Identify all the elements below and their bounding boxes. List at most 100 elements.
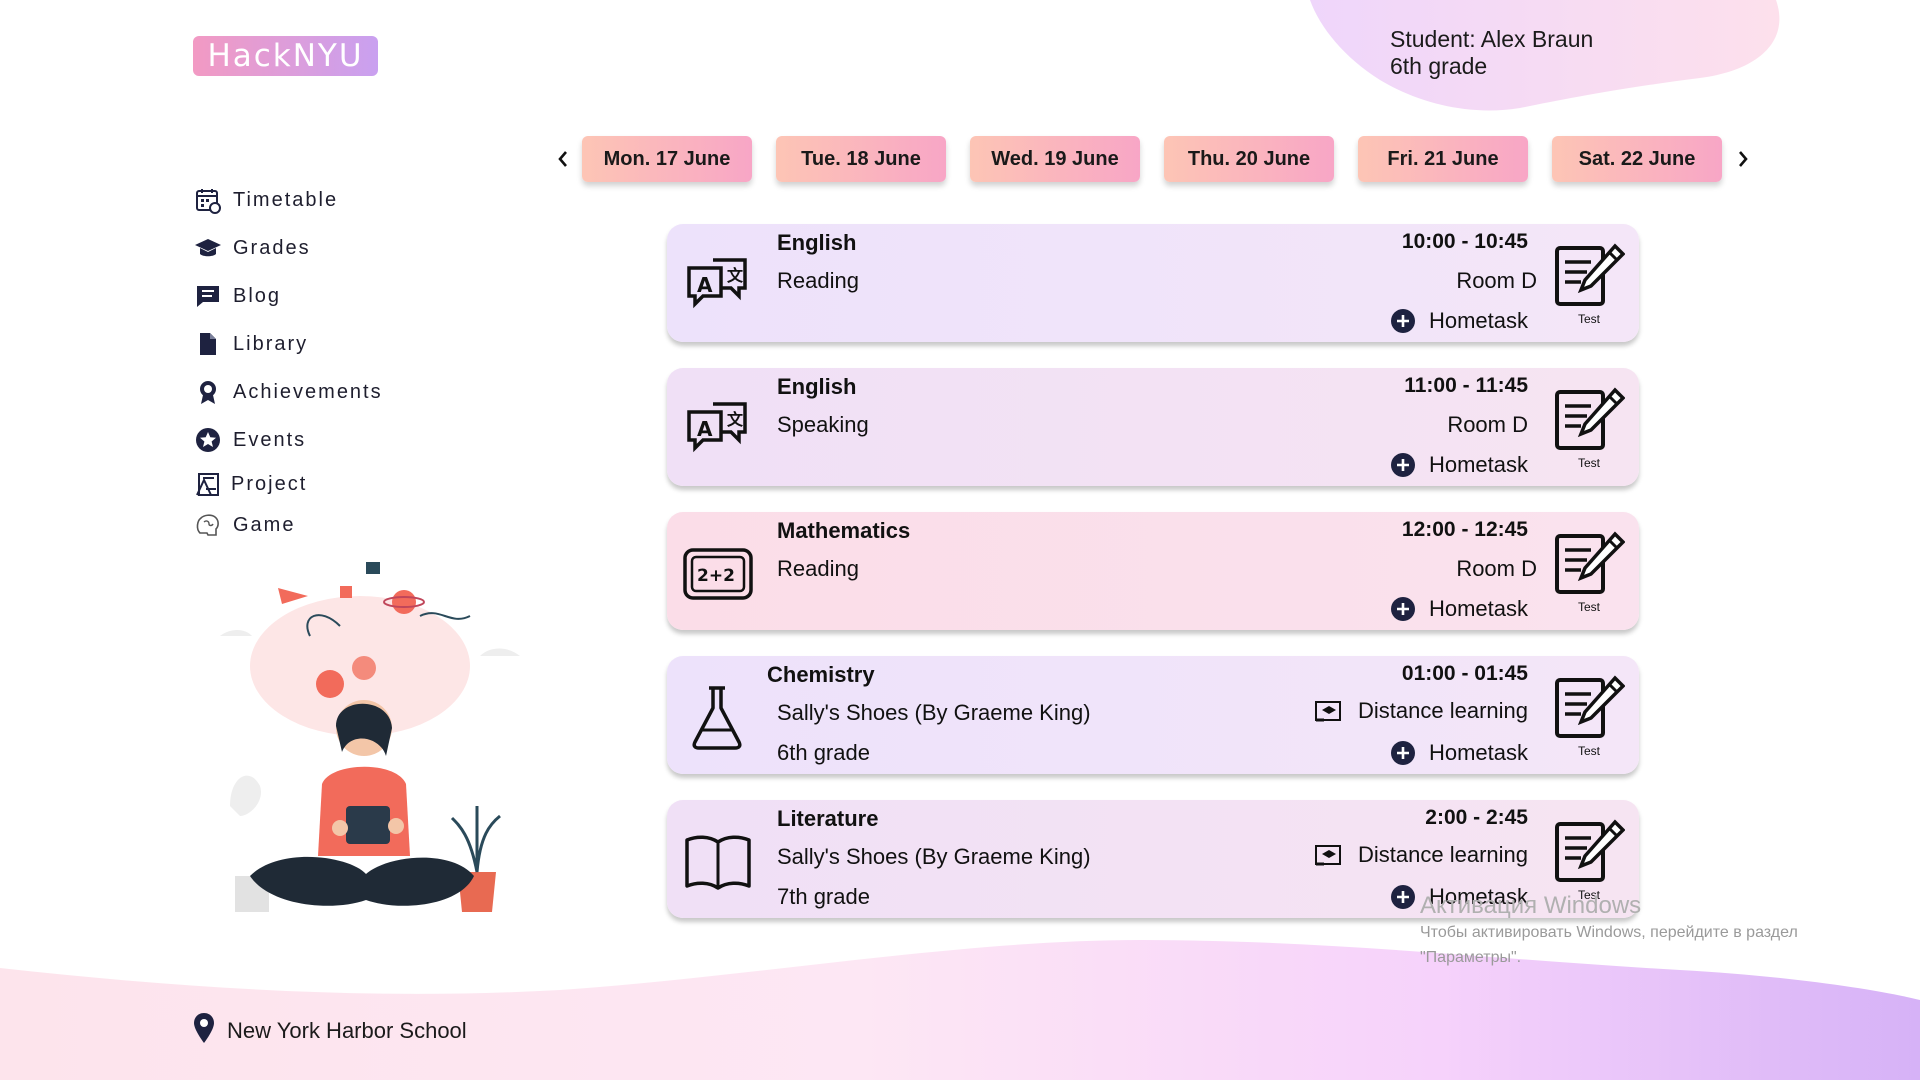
lesson-subject: English: [777, 374, 857, 399]
test-label: Test: [1577, 744, 1600, 758]
sidebar-item-label: Blog: [233, 284, 282, 307]
sidebar-item-label: Library: [233, 332, 309, 355]
lesson-card[interactable]: Chemistry Sally's Shoes (By Graeme King)…: [667, 656, 1639, 774]
chevron-left-icon[interactable]: [548, 144, 578, 174]
svg-text:2+2: 2+2: [697, 566, 735, 586]
sidebar-item-grades[interactable]: Grades: [193, 224, 383, 272]
day-tab-thu[interactable]: Thu. 20 June: [1164, 136, 1334, 182]
hometask-button[interactable]: Hometask: [1390, 596, 1528, 622]
sidebar-item-events[interactable]: Events: [193, 416, 383, 464]
sidebar-item-timetable[interactable]: Timetable: [193, 176, 383, 224]
lesson-time: 2:00 - 2:45: [1425, 806, 1528, 829]
lesson-time: 01:00 - 01:45: [1401, 662, 1528, 685]
lesson-subject: Chemistry: [767, 662, 875, 687]
day-tab-fri[interactable]: Fri. 21 June: [1358, 136, 1528, 182]
hometask-button[interactable]: Hometask: [1390, 452, 1528, 478]
svg-text:文: 文: [727, 266, 744, 285]
lesson-card[interactable]: 2+2 Mathematics Reading 12:00 - 12:45 Ro…: [667, 512, 1639, 630]
svg-text:A: A: [697, 273, 713, 297]
distance-learning-icon: [1314, 698, 1344, 724]
blueprint-icon: [193, 469, 223, 499]
sidebar-item-blog[interactable]: Blog: [193, 272, 383, 320]
hometask-label: Hometask: [1428, 308, 1528, 333]
test-edit-icon: [1555, 243, 1625, 306]
lesson-topic: Sally's Shoes (By Graeme King): [777, 700, 1091, 725]
student-grade: 6th grade: [1390, 53, 1488, 79]
svg-text:A: A: [697, 417, 713, 441]
lesson-topic: Reading: [777, 556, 859, 581]
lesson-mode: Distance learning: [1314, 698, 1528, 724]
plus-circle-icon: [1390, 885, 1415, 909]
hometask-button[interactable]: Hometask: [1390, 884, 1528, 910]
sidebar-nav: Timetable Grades Blog Library Achievemen…: [193, 176, 383, 546]
sidebar-item-achievements[interactable]: Achievements: [193, 368, 383, 416]
test-button[interactable]: Test: [1551, 384, 1627, 470]
windows-activation-watermark: Активация Windows Чтобы активировать Win…: [1420, 892, 1798, 970]
test-button[interactable]: Test: [1551, 528, 1627, 614]
sidebar-item-label: Timetable: [233, 188, 339, 211]
day-tab-tue[interactable]: Tue. 18 June: [776, 136, 946, 182]
watermark-text-2: "Параметры".: [1420, 949, 1522, 966]
plus-circle-icon: [1390, 453, 1415, 477]
day-tab-wed[interactable]: Wed. 19 June: [970, 136, 1140, 182]
brain-icon: [193, 510, 223, 540]
plus-circle-icon: [1390, 741, 1415, 765]
location-pin-icon: [193, 1012, 215, 1049]
star-icon: [193, 425, 223, 455]
test-label: Test: [1577, 888, 1600, 902]
chevron-right-icon[interactable]: [1728, 144, 1758, 174]
lesson-class: 7th grade: [777, 884, 870, 909]
lesson-room: Room D: [1456, 268, 1537, 293]
test-edit-icon: [1555, 675, 1625, 738]
week-day-selector: Mon. 17 June Tue. 18 June Wed. 19 June T…: [548, 136, 1758, 182]
sidebar-item-label: Events: [233, 428, 307, 451]
document-icon: [193, 329, 223, 359]
lesson-subject: English: [777, 230, 857, 255]
student-illustration: [190, 556, 560, 918]
test-button[interactable]: Test: [1551, 672, 1627, 758]
sidebar-item-label: Game: [233, 513, 296, 536]
hometask-button[interactable]: Hometask: [1390, 308, 1528, 334]
day-tab-sat[interactable]: Sat. 22 June: [1552, 136, 1722, 182]
hometask-label: Hometask: [1428, 884, 1528, 909]
school-location: New York Harbor School: [193, 1012, 467, 1049]
lesson-mode-label: Distance learning: [1358, 842, 1528, 867]
math-board-icon: 2+2: [681, 536, 755, 610]
lesson-room: Room D: [1456, 556, 1537, 581]
sidebar-item-label: Grades: [233, 236, 311, 259]
sidebar-item-project[interactable]: Project: [193, 464, 383, 504]
hometask-label: Hometask: [1428, 596, 1528, 621]
lesson-card[interactable]: Literature Sally's Shoes (By Graeme King…: [667, 800, 1639, 918]
app-logo[interactable]: HackNYU: [193, 36, 378, 76]
lesson-time: 12:00 - 12:45: [1401, 518, 1528, 541]
student-name: Student: Alex Braun: [1390, 26, 1594, 52]
day-tab-mon[interactable]: Mon. 17 June: [582, 136, 752, 182]
plus-circle-icon: [1390, 597, 1415, 621]
lesson-topic: Sally's Shoes (By Graeme King): [777, 844, 1091, 869]
hometask-button[interactable]: Hometask: [1390, 740, 1528, 766]
hometask-label: Hometask: [1428, 452, 1528, 477]
lesson-topic: Speaking: [777, 412, 869, 437]
watermark-title: Активация Windows: [1420, 892, 1642, 919]
test-button[interactable]: Test: [1551, 816, 1627, 902]
school-name: New York Harbor School: [227, 1017, 467, 1043]
svg-text:文: 文: [727, 410, 744, 429]
award-icon: [193, 377, 223, 407]
watermark-text: Чтобы активировать Windows, перейдите в …: [1420, 924, 1798, 941]
graduation-cap-icon: [193, 233, 223, 263]
lesson-class: 6th grade: [777, 740, 870, 765]
sidebar-item-game[interactable]: Game: [193, 504, 383, 546]
plus-circle-icon: [1390, 309, 1415, 333]
book-icon: [681, 824, 755, 898]
test-button[interactable]: Test: [1551, 240, 1627, 326]
test-edit-icon: [1555, 531, 1625, 594]
lesson-topic: Reading: [777, 268, 859, 293]
lesson-room: Room D: [1447, 412, 1528, 437]
sidebar-item-library[interactable]: Library: [193, 320, 383, 368]
